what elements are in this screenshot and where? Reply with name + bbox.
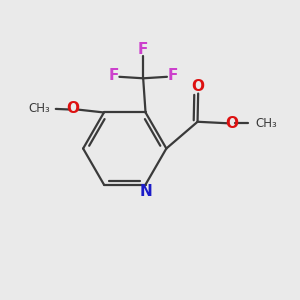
Text: N: N (139, 184, 152, 199)
Text: F: F (108, 68, 118, 83)
Text: O: O (226, 116, 238, 131)
Text: CH₃: CH₃ (28, 102, 50, 116)
Text: F: F (138, 42, 148, 57)
Text: F: F (168, 68, 178, 83)
Text: CH₃: CH₃ (255, 117, 277, 130)
Text: O: O (192, 79, 205, 94)
Text: O: O (66, 100, 79, 116)
